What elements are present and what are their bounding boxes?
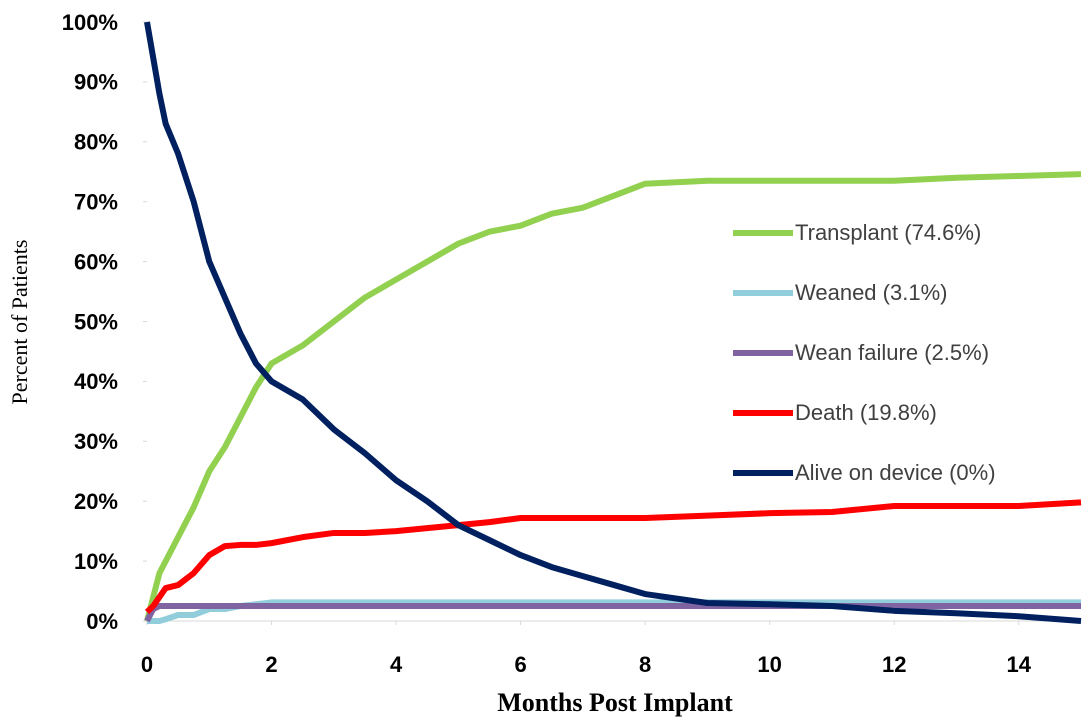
- series-line: [144, 21, 1082, 624]
- legend-label: Alive on device (0%): [795, 460, 996, 485]
- legend-label: Transplant (74.6%): [795, 220, 981, 245]
- legend-label: Wean failure (2.5%): [795, 340, 989, 365]
- y-tick-label: 10%: [74, 549, 118, 574]
- y-tick-label: 50%: [74, 309, 118, 334]
- x-tick-label: 14: [1006, 652, 1031, 677]
- series-line: [144, 171, 1082, 622]
- y-tick-label: 70%: [74, 190, 118, 215]
- y-tick-label: 0%: [86, 609, 118, 634]
- x-tick-label: 4: [390, 652, 403, 677]
- x-axis-label: Months Post Implant: [497, 688, 733, 717]
- y-axis-label: Percent of Patients: [7, 240, 32, 405]
- y-tick-label: 40%: [74, 369, 118, 394]
- x-tick-label: 12: [882, 652, 906, 677]
- y-tick-label: 80%: [74, 130, 118, 155]
- y-tick-label: 60%: [74, 249, 118, 274]
- x-tick-label: 0: [141, 652, 153, 677]
- legend-label: Death (19.8%): [795, 400, 937, 425]
- y-tick-label: 30%: [74, 429, 118, 454]
- y-tick-label: 20%: [74, 489, 118, 514]
- y-tick-label: 90%: [74, 70, 118, 95]
- x-tick-label: 6: [514, 652, 526, 677]
- x-tick-label: 2: [265, 652, 277, 677]
- series-line: [144, 499, 1082, 615]
- y-tick-label: 100%: [62, 10, 118, 35]
- x-tick-label: 8: [639, 652, 651, 677]
- x-tick-label: 10: [757, 652, 781, 677]
- legend-label: Weaned (3.1%): [795, 280, 947, 305]
